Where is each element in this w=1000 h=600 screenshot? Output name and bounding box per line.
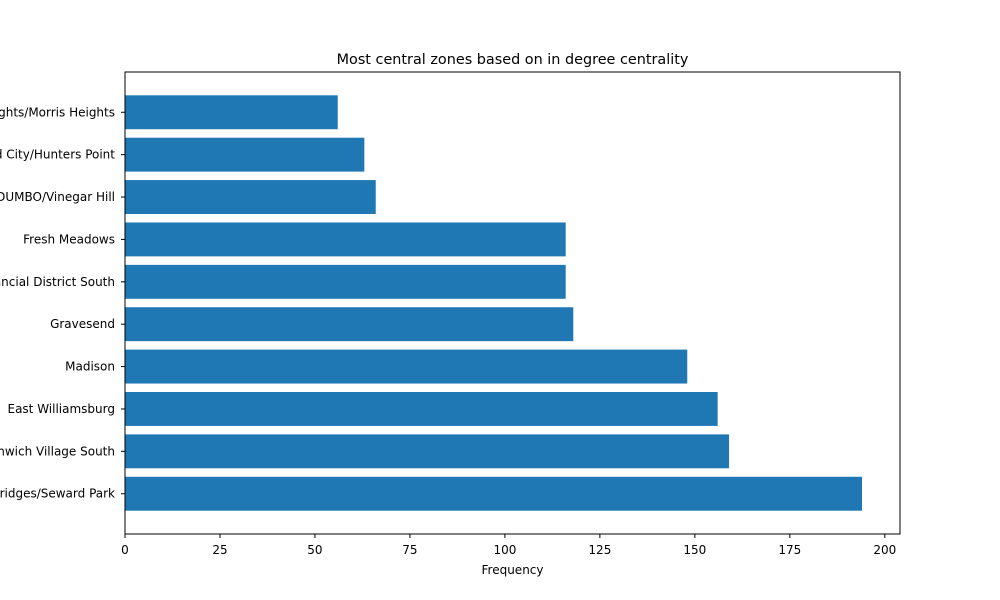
x-axis-label: Frequency bbox=[482, 563, 544, 577]
y-tick-label: East Williamsburg bbox=[7, 402, 115, 416]
bar bbox=[125, 137, 365, 172]
y-tick-label: Gravesend bbox=[50, 317, 115, 331]
y-tick-label: Fresh Meadows bbox=[23, 232, 115, 246]
y-tick-labels: Two Bridges/Seward Park Greenwich Village… bbox=[0, 105, 115, 500]
y-tick-label: Long Island City/Hunters Point bbox=[0, 148, 115, 162]
x-tick-label: 200 bbox=[873, 543, 896, 557]
bar bbox=[125, 180, 376, 214]
bar bbox=[125, 392, 718, 426]
x-tick-label: 100 bbox=[493, 543, 516, 557]
bar bbox=[125, 476, 863, 511]
bars-group bbox=[121, 95, 863, 511]
y-tick-label: Two Bridges/Seward Park bbox=[0, 487, 115, 501]
x-tick-label: 175 bbox=[778, 543, 801, 557]
chart-title: Most central zones based on in degree ce… bbox=[337, 52, 689, 68]
x-tick-label: 150 bbox=[683, 543, 706, 557]
plot-frame bbox=[124, 71, 901, 535]
y-tick-label: Greenwich Village South bbox=[0, 444, 115, 458]
bar bbox=[125, 434, 730, 469]
bar bbox=[125, 307, 574, 342]
bar bbox=[125, 222, 566, 257]
x-tick-label: 125 bbox=[588, 543, 611, 557]
y-tick-label: University Heights/Morris Heights bbox=[0, 105, 115, 119]
bar bbox=[125, 264, 566, 299]
bar bbox=[125, 349, 688, 384]
y-tick-label: DUMBO/Vinegar Hill bbox=[0, 190, 115, 204]
bar bbox=[125, 95, 338, 130]
y-tick-label: Financial District South bbox=[0, 275, 115, 289]
x-tick-label: 25 bbox=[212, 543, 227, 557]
y-tick-label: Madison bbox=[65, 360, 115, 374]
x-tick-label: 75 bbox=[402, 543, 417, 557]
x-tick-label: 0 bbox=[121, 543, 129, 557]
x-ticks: 0 25 50 75 100 125 150 175 200 bbox=[121, 534, 896, 557]
x-tick-label: 50 bbox=[307, 543, 322, 557]
